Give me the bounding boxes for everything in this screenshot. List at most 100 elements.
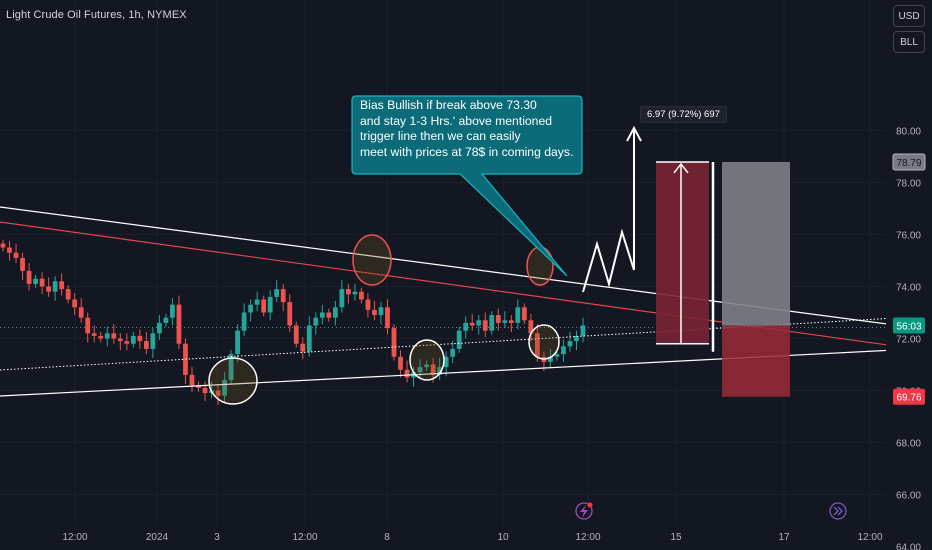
candle-body xyxy=(52,281,58,292)
candle-body xyxy=(117,338,123,342)
candle-body xyxy=(222,380,227,396)
candle-body xyxy=(300,343,306,352)
candle xyxy=(521,303,527,325)
candle-body xyxy=(137,335,143,342)
currency-button[interactable]: USD xyxy=(893,5,925,27)
time-tick-label: 10 xyxy=(497,532,509,543)
candle-body xyxy=(111,333,117,339)
candle-body xyxy=(72,299,78,308)
position-zones xyxy=(656,161,790,397)
candle-body xyxy=(404,369,410,378)
candle-body xyxy=(548,356,553,362)
callout-line: meet with prices at 78$ in coming days. xyxy=(360,144,574,159)
candle-body xyxy=(163,317,169,323)
lightning-icon-ring xyxy=(575,502,593,520)
candle xyxy=(495,308,501,331)
candle-body xyxy=(391,328,397,357)
price-axis[interactable]: 64.0066.0068.0070.0072.0074.0076.0078.00… xyxy=(886,0,932,550)
candle xyxy=(33,274,38,288)
candle xyxy=(293,321,299,348)
time-tick-label: 8 xyxy=(384,532,390,543)
price-tick-label: 66.00 xyxy=(896,491,921,502)
candle xyxy=(463,316,469,339)
candle xyxy=(450,341,456,364)
candle-body xyxy=(78,307,84,318)
candle xyxy=(339,280,345,313)
price-axis-background xyxy=(886,0,932,550)
candle-body xyxy=(515,307,521,323)
highlight-circle xyxy=(526,246,554,286)
candle xyxy=(476,315,482,335)
candle xyxy=(157,315,162,340)
candle-body xyxy=(85,317,91,334)
candle-body xyxy=(554,354,560,357)
candle-body xyxy=(359,291,364,300)
candle-body xyxy=(489,315,495,331)
candle xyxy=(72,293,78,316)
candle xyxy=(274,280,280,303)
candle xyxy=(248,299,254,322)
candle xyxy=(469,313,475,331)
symbol-title: Light Crude Oil Futures, 1h, NYMEX xyxy=(6,9,187,21)
candle xyxy=(176,295,182,349)
candle-body xyxy=(345,289,351,295)
candle xyxy=(345,283,351,304)
callout-bubble xyxy=(351,95,583,277)
callout-line: trigger line then we can easily xyxy=(360,129,521,143)
candle-body xyxy=(378,307,384,316)
candle xyxy=(111,324,117,344)
candle xyxy=(91,325,97,343)
time-axis[interactable]: 12:00 2024 3 12:00 8 10 12:00 15 17 12:00 xyxy=(0,525,886,550)
candle xyxy=(508,315,514,332)
candle-body xyxy=(450,348,456,357)
candle-body xyxy=(176,304,182,344)
lightning-icon xyxy=(575,502,593,520)
candle-body xyxy=(319,312,325,318)
highlight-circle xyxy=(528,324,560,360)
callout-line: and stay 1-3 Hrs.' above mentioned xyxy=(360,113,553,128)
candle xyxy=(580,317,586,343)
loss-zone xyxy=(722,325,790,397)
candle xyxy=(398,350,403,378)
candle xyxy=(170,298,175,326)
candle-body xyxy=(443,356,449,368)
candle xyxy=(104,326,110,347)
candle-body xyxy=(26,270,32,284)
candle-body xyxy=(339,289,345,308)
candle xyxy=(313,312,319,335)
measure-label: 6.97 (9.72%) 697 xyxy=(640,106,727,123)
candle-body xyxy=(248,304,254,313)
candle xyxy=(378,302,384,325)
time-tick-label: 12:00 xyxy=(62,532,87,543)
candle-body xyxy=(280,289,286,303)
time-tick-label: 12:00 xyxy=(575,532,600,543)
candle-body xyxy=(235,330,241,355)
candle-body xyxy=(20,257,25,271)
candle-body xyxy=(313,317,319,326)
candle-body xyxy=(215,390,221,396)
time-tick-label: 12:00 xyxy=(292,532,317,543)
candle-body xyxy=(157,322,162,334)
candle xyxy=(437,358,443,381)
candle xyxy=(196,381,201,392)
profit-zone xyxy=(722,161,790,326)
time-tick-label: 12:00 xyxy=(857,532,882,543)
candle xyxy=(574,330,579,351)
candle-body xyxy=(91,333,97,336)
candle-body xyxy=(482,320,488,331)
time-tick-label: 2024 xyxy=(146,532,169,543)
candle-body xyxy=(398,356,403,370)
candle xyxy=(534,324,540,362)
candle xyxy=(424,360,429,371)
unit-button[interactable]: BLL xyxy=(893,31,925,53)
candle xyxy=(26,263,32,291)
candle-body xyxy=(437,367,443,375)
candle-body xyxy=(104,333,110,339)
fast-forward-icon-ring xyxy=(829,502,847,520)
candle-body xyxy=(33,278,38,284)
candle xyxy=(13,243,19,264)
candle xyxy=(85,312,91,343)
candle-body xyxy=(424,364,429,368)
candle-body xyxy=(365,299,371,310)
